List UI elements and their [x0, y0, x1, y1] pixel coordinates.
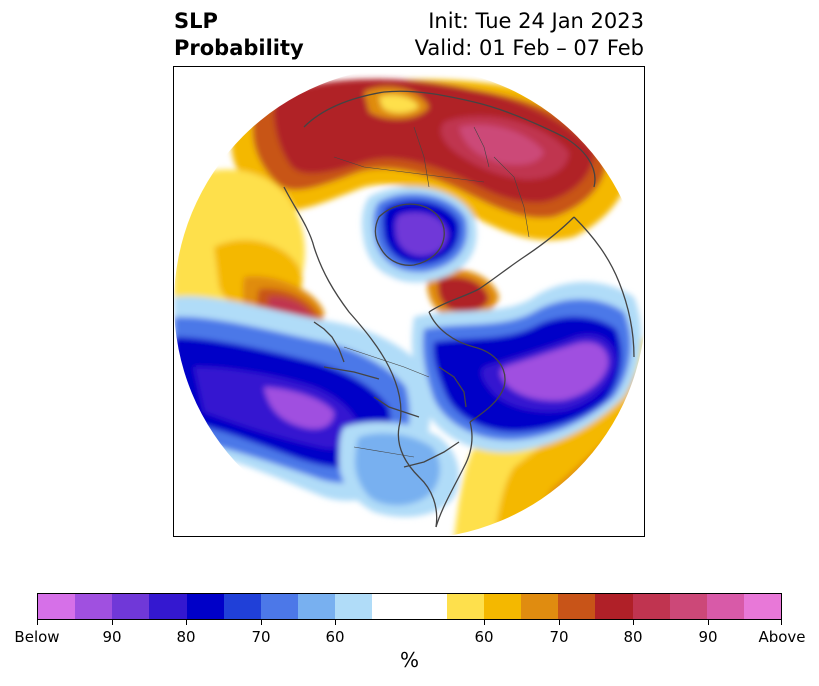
colorbar-swatch [446, 594, 484, 619]
colorbar-swatch [298, 594, 336, 619]
colorbar-tick-label: 60 [325, 628, 345, 646]
colorbar-tick [112, 620, 113, 625]
colorbar-tick [781, 620, 782, 625]
colorbar-tick [335, 620, 336, 625]
colorbar-swatch [149, 594, 187, 619]
colorbar-swatch [335, 594, 373, 619]
colorbar-swatch [372, 594, 410, 619]
title-right: Init: Tue 24 Jan 2023 Valid: 01 Feb – 07… [415, 8, 644, 62]
map-panel [173, 66, 645, 537]
title-variable: SLP [174, 9, 218, 33]
colorbar-swatch [669, 594, 707, 619]
colorbar-tick [37, 620, 38, 625]
colorbar-unit-label: % [399, 648, 419, 672]
probability-fields [174, 67, 644, 536]
colorbar-swatch [632, 594, 670, 619]
colorbar-swatch [521, 594, 559, 619]
colorbar-tick [633, 620, 634, 625]
coastlines [283, 90, 635, 528]
colorbar-swatch [75, 594, 113, 619]
colorbar [37, 593, 782, 620]
colorbar-ticks: Below 90 80 70 60 60 70 80 90 Above [14, 620, 806, 650]
valid-range: Valid: 01 Feb – 07 Feb [414, 36, 644, 60]
probability-map [174, 67, 644, 536]
colorbar-tick-label: 60 [474, 628, 494, 646]
borders [333, 126, 530, 458]
colorbar-swatch [38, 594, 76, 619]
colorbar-tick-label: Above [758, 628, 806, 646]
colorbar-tick-label: 70 [251, 628, 271, 646]
colorbar-swatch [558, 594, 596, 619]
colorbar-tick-label: Below [14, 628, 60, 646]
colorbar-swatch [706, 594, 744, 619]
title-left: SLP Probability [174, 8, 304, 62]
colorbar-tick-label: 70 [549, 628, 569, 646]
colorbar-tick [186, 620, 187, 625]
colorbar-tick [708, 620, 709, 625]
colorbar-swatch [112, 594, 150, 619]
colorbar-swatch [260, 594, 299, 619]
colorbar-tick-label: 80 [623, 628, 643, 646]
colorbar-tick [559, 620, 560, 625]
colorbar-tick [261, 620, 262, 625]
colorbar-tick [484, 620, 485, 625]
colorbar-swatch [483, 594, 522, 619]
colorbar-swatch [743, 594, 782, 619]
colorbar-swatch [186, 594, 224, 619]
init-date: Init: Tue 24 Jan 2023 [428, 9, 644, 33]
title-type: Probability [174, 36, 304, 60]
colorbar-tick-label: 80 [176, 628, 196, 646]
colorbar-tick-label: 90 [698, 628, 718, 646]
colorbar-swatch [595, 594, 633, 619]
colorbar-tick-label: 90 [102, 628, 122, 646]
colorbar-swatch [223, 594, 261, 619]
colorbar-swatch [409, 594, 447, 619]
